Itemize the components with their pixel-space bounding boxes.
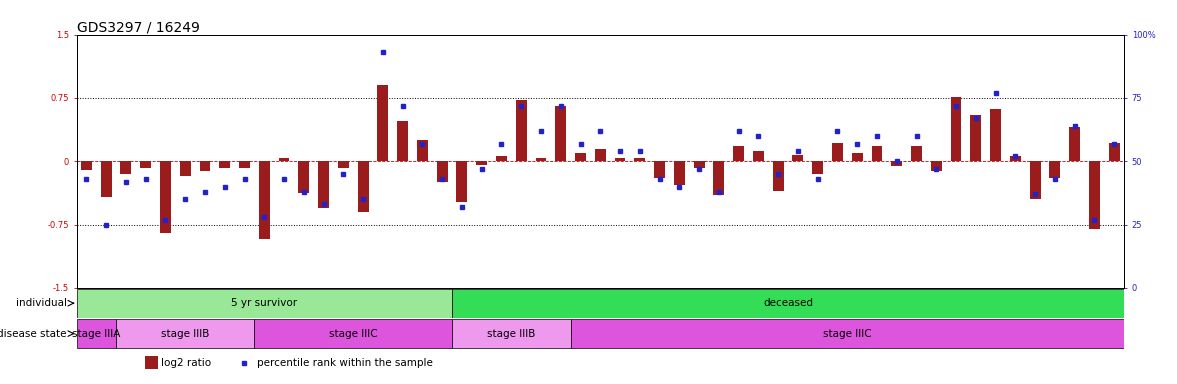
Bar bbox=[200, 161, 211, 171]
Bar bbox=[713, 161, 724, 195]
Bar bbox=[279, 158, 290, 161]
Text: deceased: deceased bbox=[763, 298, 813, 308]
Bar bbox=[452, 289, 1124, 318]
Bar bbox=[397, 121, 408, 161]
Bar bbox=[852, 153, 863, 161]
Bar bbox=[477, 161, 487, 165]
Bar bbox=[496, 156, 507, 161]
Bar bbox=[81, 161, 92, 170]
Text: percentile rank within the sample: percentile rank within the sample bbox=[257, 358, 433, 367]
Bar bbox=[117, 319, 254, 348]
Bar bbox=[120, 161, 132, 174]
Text: stage IIIC: stage IIIC bbox=[823, 329, 872, 339]
Bar bbox=[516, 101, 526, 161]
Bar bbox=[1109, 143, 1119, 161]
Bar bbox=[970, 115, 982, 161]
Bar bbox=[259, 161, 270, 239]
Bar bbox=[318, 161, 330, 208]
Text: disease state: disease state bbox=[0, 329, 67, 339]
Bar bbox=[417, 140, 427, 161]
Bar bbox=[556, 106, 566, 161]
Bar bbox=[378, 85, 388, 161]
Bar bbox=[338, 161, 348, 168]
Bar bbox=[452, 319, 571, 348]
Bar bbox=[1069, 127, 1080, 161]
Bar bbox=[1010, 156, 1020, 161]
Bar bbox=[792, 154, 804, 161]
Bar bbox=[1030, 161, 1040, 199]
Bar bbox=[654, 161, 665, 178]
Bar bbox=[674, 161, 685, 185]
Text: stage IIIB: stage IIIB bbox=[487, 329, 536, 339]
Bar bbox=[101, 161, 112, 197]
Text: individual: individual bbox=[15, 298, 67, 308]
Text: log2 ratio: log2 ratio bbox=[161, 358, 212, 367]
Text: stage IIIA: stage IIIA bbox=[72, 329, 120, 339]
Bar bbox=[140, 161, 151, 168]
Bar bbox=[951, 97, 962, 161]
Bar bbox=[536, 158, 546, 161]
Bar bbox=[254, 319, 452, 348]
Bar bbox=[298, 161, 310, 194]
Bar bbox=[77, 289, 452, 318]
Bar bbox=[145, 356, 158, 369]
Text: stage IIIB: stage IIIB bbox=[161, 329, 210, 339]
Bar bbox=[239, 161, 250, 168]
Text: GDS3297 / 16249: GDS3297 / 16249 bbox=[77, 21, 199, 35]
Bar bbox=[219, 161, 231, 168]
Bar bbox=[160, 161, 171, 233]
Bar bbox=[693, 161, 705, 168]
Bar bbox=[437, 161, 447, 182]
Bar bbox=[358, 161, 368, 212]
Bar bbox=[594, 149, 606, 161]
Bar bbox=[832, 143, 843, 161]
Bar bbox=[77, 319, 117, 348]
Bar bbox=[812, 161, 823, 174]
Bar bbox=[180, 161, 191, 177]
Bar bbox=[733, 146, 744, 161]
Bar bbox=[931, 161, 942, 171]
Bar bbox=[1050, 161, 1060, 178]
Bar bbox=[1089, 161, 1099, 229]
Bar bbox=[614, 158, 625, 161]
Bar bbox=[773, 161, 784, 191]
Bar bbox=[753, 151, 764, 161]
Bar bbox=[911, 146, 922, 161]
Text: 5 yr survivor: 5 yr survivor bbox=[231, 298, 298, 308]
Bar bbox=[571, 319, 1124, 348]
Bar bbox=[634, 158, 645, 161]
Text: stage IIIC: stage IIIC bbox=[328, 329, 378, 339]
Bar bbox=[990, 109, 1000, 161]
Bar bbox=[457, 161, 467, 202]
Bar bbox=[891, 161, 903, 166]
Bar bbox=[871, 146, 883, 161]
Bar bbox=[576, 153, 586, 161]
